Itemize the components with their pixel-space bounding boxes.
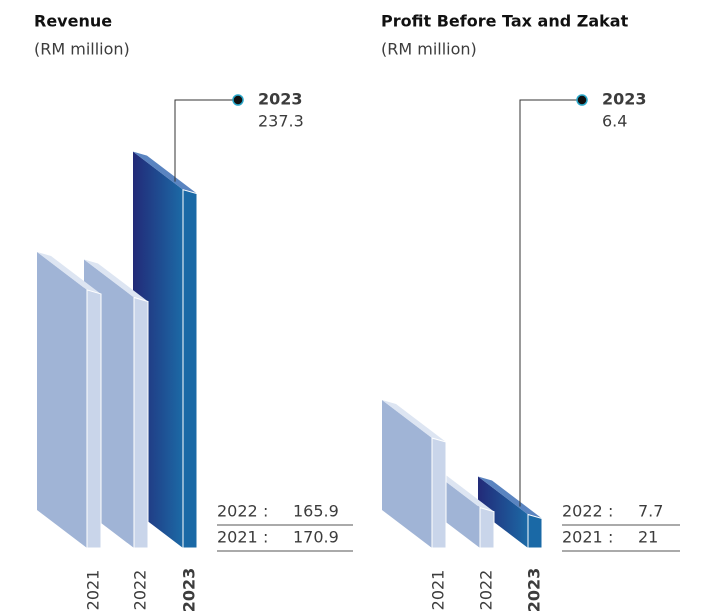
bar-side [478,476,528,548]
list-year: 2022 [217,502,258,521]
x-tick-label: 2023 [525,568,544,612]
list-year: 2022 [562,502,603,521]
callout-year: 2023 [258,90,303,109]
list-year: 2021 [562,528,603,547]
x-tick-label: 2021 [429,570,448,611]
bar-top [382,399,446,442]
bar-top [84,259,148,302]
callout-line [519,99,582,507]
bar-front [86,289,102,549]
x-tick-label: 2022 [477,570,496,611]
callout-year: 2023 [602,90,647,109]
list-value: 165.9 [293,502,339,521]
chart-subtitle: (RM million) [34,40,130,59]
callout-dot [576,94,588,106]
bar-side [382,399,432,548]
x-tick-label: 2022 [131,570,150,611]
chart-subtitle: (RM million) [381,40,477,59]
chart: Revenue (RM million) 2023 2022 2021 2023 237.3… [34,12,353,612]
callout-value: 6.4 [602,112,627,131]
x-tick-label: 2023 [180,568,199,612]
list-year: 2021 [217,528,258,547]
list-value: 7.7 [638,502,663,521]
list-separator: : [608,528,613,547]
bar-front [133,296,149,549]
bar-top [478,476,542,519]
bar-top [37,251,101,294]
list-separator: : [263,502,268,521]
bar-side [37,251,87,549]
chart-title: Profit Before Tax and Zakat [381,12,629,31]
list-value: 170.9 [293,528,339,547]
list-separator: : [608,502,613,521]
callout-dot [232,94,244,106]
callout-line [174,99,238,182]
bar-front [479,506,495,549]
bar-front [431,437,447,549]
bar-top [133,151,197,194]
bar-front [182,189,198,549]
list-separator: : [263,528,268,547]
chart: Profit Before Tax and Zakat (RM million) 2… [381,12,680,612]
x-tick-label: 2021 [84,570,103,611]
callout-value: 237.3 [258,112,304,131]
list-value: 21 [638,528,658,547]
chart-title: Revenue [34,12,112,31]
bar-front [527,513,543,549]
